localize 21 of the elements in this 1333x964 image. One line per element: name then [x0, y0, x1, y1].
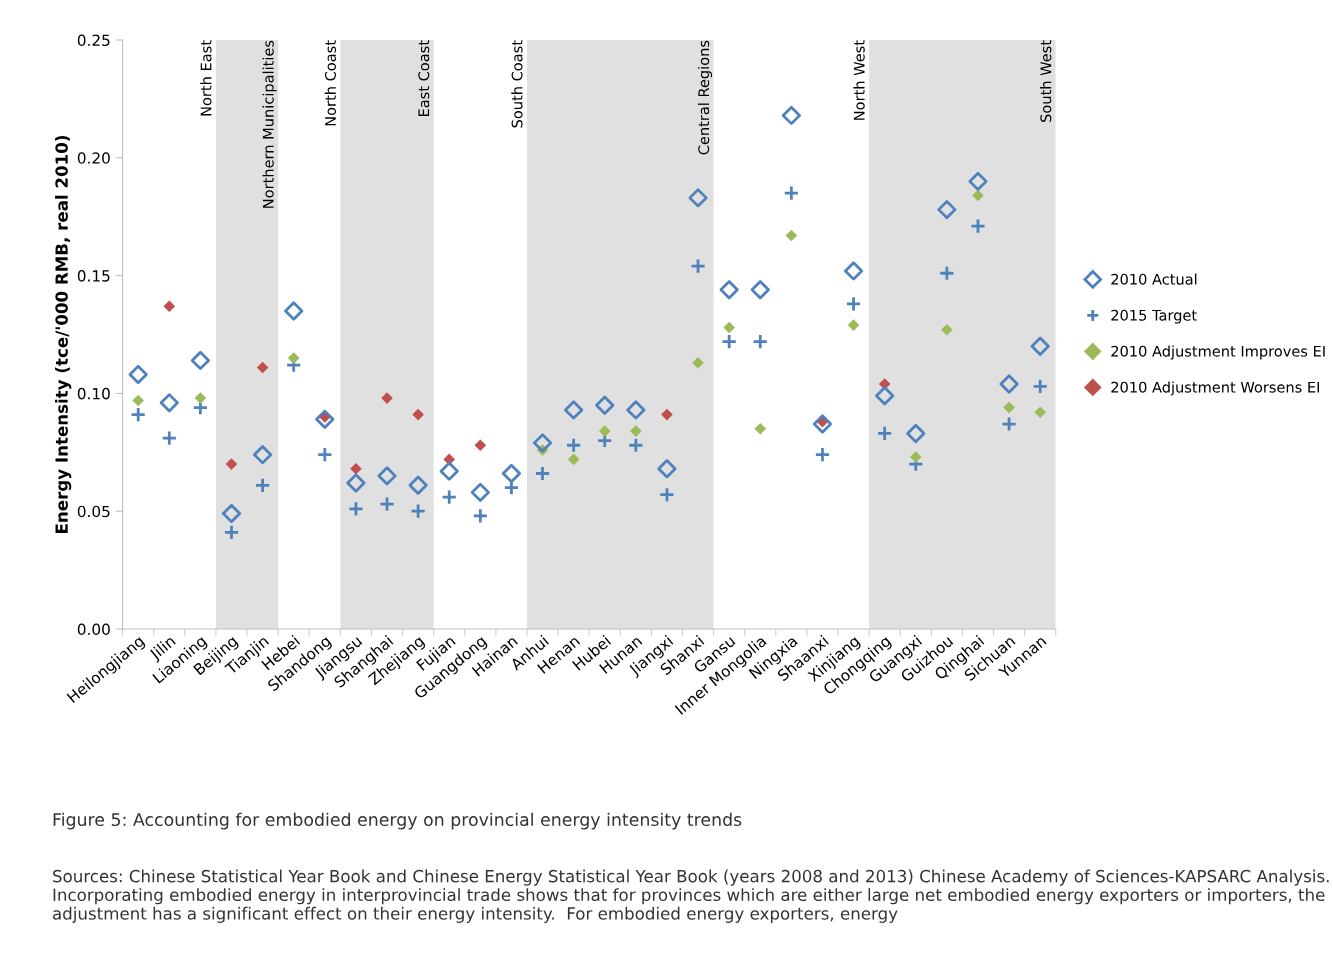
y-axis-title: Energy Intensity (tce/'000 RMB, real 2010): [55, 135, 72, 533]
band-label: Northern Municipalities: [262, 40, 277, 208]
annotation: North West: [853, 40, 865, 120]
y-tick-label: 0.10: [77, 387, 110, 400]
y-tick-label: 0.20: [77, 152, 110, 164]
legend-label: 2010 Adjustment Improves EI: [1111, 345, 1325, 360]
annotation: North Coast: [324, 40, 336, 126]
annotation: North East: [200, 40, 212, 116]
annotation: South Coast: [511, 40, 523, 128]
legend-label: 2010 Actual: [1111, 273, 1197, 285]
y-tick-label: 0.15: [77, 270, 110, 282]
y-tick-label: 0.00: [77, 623, 110, 636]
band-label: East Coast: [418, 40, 430, 117]
y-tick-label: 0.25: [77, 34, 110, 47]
band-label: Central Regions: [697, 40, 713, 155]
caption: Figure 5: Accounting for embodied energy on provincial energy intensity trends: [53, 812, 742, 830]
legend-label: 2015 Target: [1111, 309, 1197, 324]
y-tick-label: 0.05: [77, 505, 110, 518]
source-note: Sources: Chinese Statistical Year Book and Chinese Energy Statistical Year Book (years 2008 and 2013) Chinese Academy of Sciences-KAPSARC Analysis. Incorporating embodied energy in interprovincial trade shows that for provinces which are either large net embodied energy exporters or importers, the adjustment has a significant effect on their energy intensity. For embodied energy exporters, energy: [52, 869, 1329, 923]
band-label: South West: [1040, 40, 1052, 122]
legend-label: 2010 Adjustment Worsens EI: [1111, 381, 1319, 396]
